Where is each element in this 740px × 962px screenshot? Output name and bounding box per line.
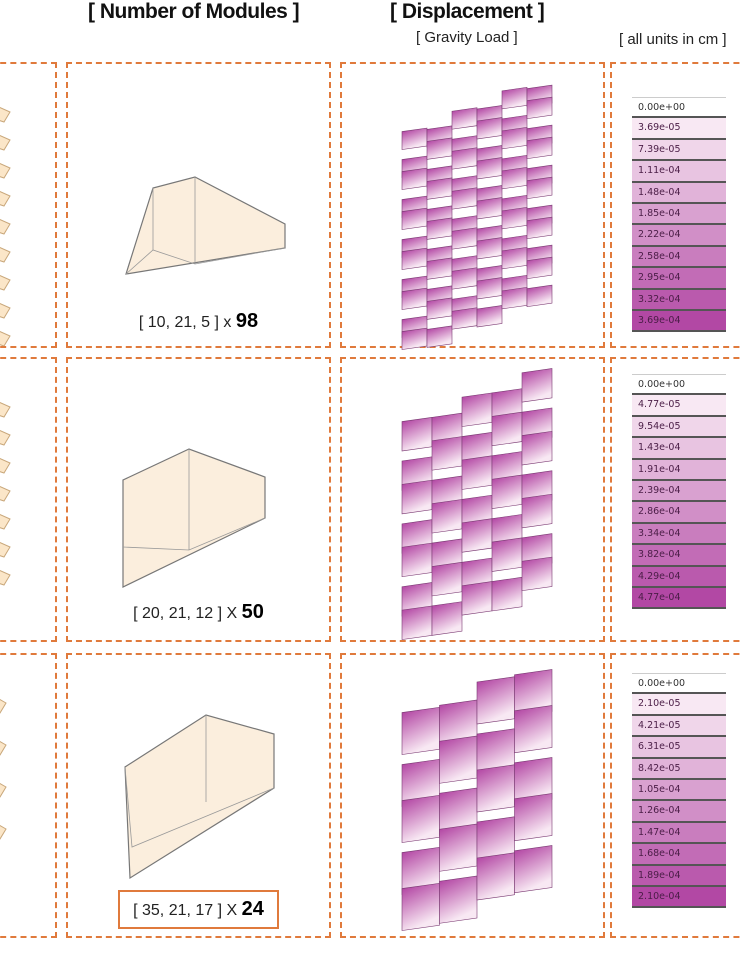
image-panel-partial: [0, 357, 57, 642]
legend-entry: 3.69e-04: [632, 310, 726, 333]
module-shape-image: [122, 448, 266, 588]
legend-panel: 0.00e+00 2.10e-05 4.21e-05 6.31e-05 8.42e-05…: [610, 653, 740, 938]
header-units: [ all units in cm ]: [619, 31, 727, 48]
header-displacement: [ Displacement ]: [390, 0, 545, 23]
legend-entry: 3.32e-04: [632, 289, 726, 311]
image-panel-partial: [0, 653, 57, 938]
module-panel: [ 35, 21, 17 ] X 24: [66, 653, 331, 938]
legend-entry: 2.95e-04: [632, 268, 726, 290]
legend-entry: 1.48e-04: [632, 182, 726, 204]
legend-entry: 1.05e-04: [632, 779, 726, 802]
legend-entry: 2.10e-05: [632, 694, 726, 716]
legend-entry: 1.47e-04: [632, 822, 726, 845]
legend-entry: 2.86e-04: [632, 502, 726, 524]
legend-panel: 0.00e+00 4.77e-05 9.54e-05 1.43e-04 1.91e-04…: [610, 357, 740, 642]
header-modules: [ Number of Modules ]: [88, 0, 300, 23]
legend-entry: 2.58e-04: [632, 246, 726, 269]
displacement-color-legend: 0.00e+00 3.69e-05 7.39e-05 1.11e-04 1.48e-04…: [632, 97, 726, 333]
legend-entry: 8.42e-05: [632, 758, 726, 780]
legend-entry: 0.00e+00: [632, 374, 726, 396]
legend-entry: 1.43e-04: [632, 438, 726, 460]
displacement-color-legend: 0.00e+00 4.77e-05 9.54e-05 1.43e-04 1.91e-04…: [632, 374, 726, 610]
module-stack-image: [0, 402, 11, 586]
legend-entry: 1.91e-04: [632, 459, 726, 481]
legend-entry: 2.39e-04: [632, 480, 726, 503]
module-count-label: [ 35, 21, 17 ] X 24: [118, 890, 279, 929]
legend-entry: 3.82e-04: [632, 545, 726, 567]
displacement-color-legend: 0.00e+00 2.10e-05 4.21e-05 6.31e-05 8.42e-05…: [632, 673, 726, 909]
legend-entry: 1.26e-04: [632, 801, 726, 823]
module-shape-image: [124, 714, 275, 880]
legend-entry: 0.00e+00: [632, 97, 726, 119]
legend-entry: 1.85e-04: [632, 203, 726, 226]
legend-panel: 0.00e+00 3.69e-05 7.39e-05 1.11e-04 1.48e-04…: [610, 62, 740, 348]
module-shape-image: [125, 176, 286, 275]
legend-entry: 3.34e-04: [632, 523, 726, 546]
woven-wall-displacement-image: [401, 368, 553, 640]
legend-entry: 0.00e+00: [632, 673, 726, 695]
module-stack-image: [0, 698, 7, 840]
displacement-panel: [340, 653, 605, 938]
module-panel: [ 20, 21, 12 ] X 50: [66, 357, 331, 642]
woven-wall-displacement-image: [401, 84, 553, 350]
legend-entry: 6.31e-05: [632, 737, 726, 759]
legend-entry: 7.39e-05: [632, 139, 726, 162]
legend-entry: 4.77e-05: [632, 395, 726, 417]
legend-entry: 4.77e-04: [632, 587, 726, 610]
module-count-label: [ 20, 21, 12 ] X 50: [133, 601, 264, 623]
header-load: [ Gravity Load ]: [416, 29, 518, 46]
displacement-panel: [340, 357, 605, 642]
legend-entry: 4.29e-04: [632, 566, 726, 588]
module-panel: [ 10, 21, 5 ] x 98: [66, 62, 331, 348]
legend-entry: 3.69e-05: [632, 118, 726, 140]
module-count-label: [ 10, 21, 5 ] x 98: [138, 310, 259, 332]
legend-entry: 9.54e-05: [632, 416, 726, 439]
legend-entry: 2.10e-04: [632, 886, 726, 909]
displacement-panel: [340, 62, 605, 350]
woven-wall-displacement-image: [401, 669, 553, 931]
image-panel-partial: [0, 62, 57, 348]
legend-entry: 2.22e-04: [632, 225, 726, 247]
legend-entry: 1.68e-04: [632, 844, 726, 866]
module-stack-image: [0, 107, 11, 346]
legend-entry: 4.21e-05: [632, 715, 726, 738]
legend-entry: 1.89e-04: [632, 865, 726, 887]
legend-entry: 1.11e-04: [632, 161, 726, 183]
